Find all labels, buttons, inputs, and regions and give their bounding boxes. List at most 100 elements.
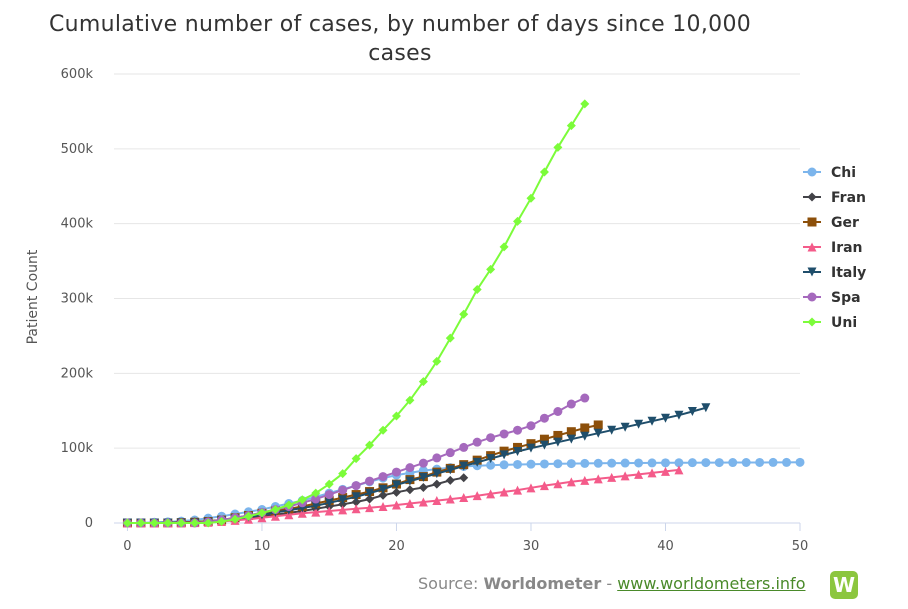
data-point xyxy=(472,491,482,501)
data-point xyxy=(634,419,644,429)
data-point xyxy=(539,440,549,450)
data-point xyxy=(459,473,469,483)
legend-label: Uni xyxy=(831,315,857,331)
data-point xyxy=(674,465,684,475)
source-separator: - xyxy=(601,574,618,593)
chart-title-line-1: Cumulative number of cases, by number of… xyxy=(48,12,752,37)
data-point xyxy=(297,508,307,518)
y-tick-label: 400k xyxy=(61,217,94,232)
data-point xyxy=(418,497,428,507)
data-point xyxy=(149,518,159,528)
legend-item-italy[interactable]: Italy xyxy=(803,265,866,281)
data-point xyxy=(526,483,536,493)
chart-title: Cumulative number of cases, by number of… xyxy=(0,10,800,68)
data-point xyxy=(418,458,428,468)
data-point xyxy=(553,459,563,469)
legend-item-fran[interactable]: Fran xyxy=(803,190,866,206)
data-point xyxy=(432,356,442,366)
data-point xyxy=(526,459,536,469)
worldometer-logo-icon[interactable]: W xyxy=(830,571,858,599)
legend-marker xyxy=(807,317,817,327)
data-point xyxy=(634,469,644,479)
data-point xyxy=(566,477,576,487)
data-point xyxy=(365,494,375,504)
data-point xyxy=(176,518,186,528)
data-point xyxy=(728,458,738,468)
x-tick-label: 30 xyxy=(523,539,540,554)
data-point xyxy=(499,460,509,470)
data-point xyxy=(432,453,442,463)
y-axis-label: Patient Count xyxy=(25,249,41,344)
y-tick-label: 200k xyxy=(61,366,94,381)
data-point xyxy=(647,468,657,478)
data-point xyxy=(405,485,415,495)
data-point xyxy=(486,489,496,499)
data-point xyxy=(311,501,321,511)
data-point xyxy=(351,481,361,491)
grid-layer xyxy=(114,73,800,524)
data-point xyxy=(526,193,536,203)
data-point xyxy=(432,469,442,479)
data-point xyxy=(391,500,401,510)
data-point xyxy=(499,487,509,497)
data-point xyxy=(378,502,388,512)
series-line xyxy=(127,461,801,524)
data-point xyxy=(513,459,523,469)
data-point xyxy=(566,427,576,437)
data-point xyxy=(499,242,509,252)
data-point xyxy=(338,495,348,505)
data-point xyxy=(566,121,576,131)
data-point xyxy=(647,416,657,426)
data-point xyxy=(486,264,496,274)
data-point xyxy=(472,437,482,447)
source-name: Worldometer xyxy=(483,574,602,593)
data-point xyxy=(660,466,670,476)
data-point xyxy=(351,454,361,464)
data-point xyxy=(297,495,307,505)
data-point xyxy=(122,518,132,528)
legend-item-iran[interactable]: Iran xyxy=(803,240,863,256)
data-point xyxy=(405,499,415,509)
legend-item-chi[interactable]: Chi xyxy=(803,165,856,181)
data-point xyxy=(660,413,670,423)
data-point xyxy=(365,488,375,498)
data-point xyxy=(391,411,401,421)
legend-marker xyxy=(807,217,817,227)
data-point xyxy=(391,487,401,497)
data-point xyxy=(284,500,294,510)
data-point xyxy=(526,421,536,431)
data-point xyxy=(539,413,549,423)
data-point xyxy=(365,440,375,450)
data-point xyxy=(513,485,523,495)
data-point xyxy=(365,503,375,513)
data-point xyxy=(365,476,375,486)
legend-item-ger[interactable]: Ger xyxy=(803,215,859,231)
source-link[interactable]: www.worldometers.info xyxy=(617,574,806,593)
legend[interactable]: Chi Fran Ger Iran Italy Spa Uni xyxy=(803,165,866,331)
axis-layer: 0 100k 200k 300k 400k 500k 600k 0 10 20 30 40 50 xyxy=(61,67,809,554)
data-point xyxy=(513,425,523,435)
series-ger xyxy=(122,420,603,528)
legend-item-uni[interactable]: Uni xyxy=(803,315,857,331)
legend-marker xyxy=(807,192,817,202)
data-point xyxy=(526,443,536,453)
data-point xyxy=(674,458,684,468)
data-point xyxy=(593,474,603,484)
data-point xyxy=(768,457,778,467)
data-point xyxy=(472,285,482,295)
data-point xyxy=(620,471,630,481)
legend-item-spa[interactable]: Spa xyxy=(803,290,861,306)
data-point xyxy=(607,425,617,435)
data-point xyxy=(311,507,321,517)
data-point xyxy=(338,469,348,479)
data-point xyxy=(378,484,388,494)
y-tick-label: 500k xyxy=(61,142,94,157)
data-point xyxy=(580,458,590,468)
data-point xyxy=(418,377,428,387)
data-point xyxy=(553,479,563,489)
data-point xyxy=(324,479,334,489)
data-point xyxy=(445,465,455,475)
data-point xyxy=(418,472,428,482)
x-tick-label: 0 xyxy=(123,539,131,554)
data-point xyxy=(418,482,428,492)
